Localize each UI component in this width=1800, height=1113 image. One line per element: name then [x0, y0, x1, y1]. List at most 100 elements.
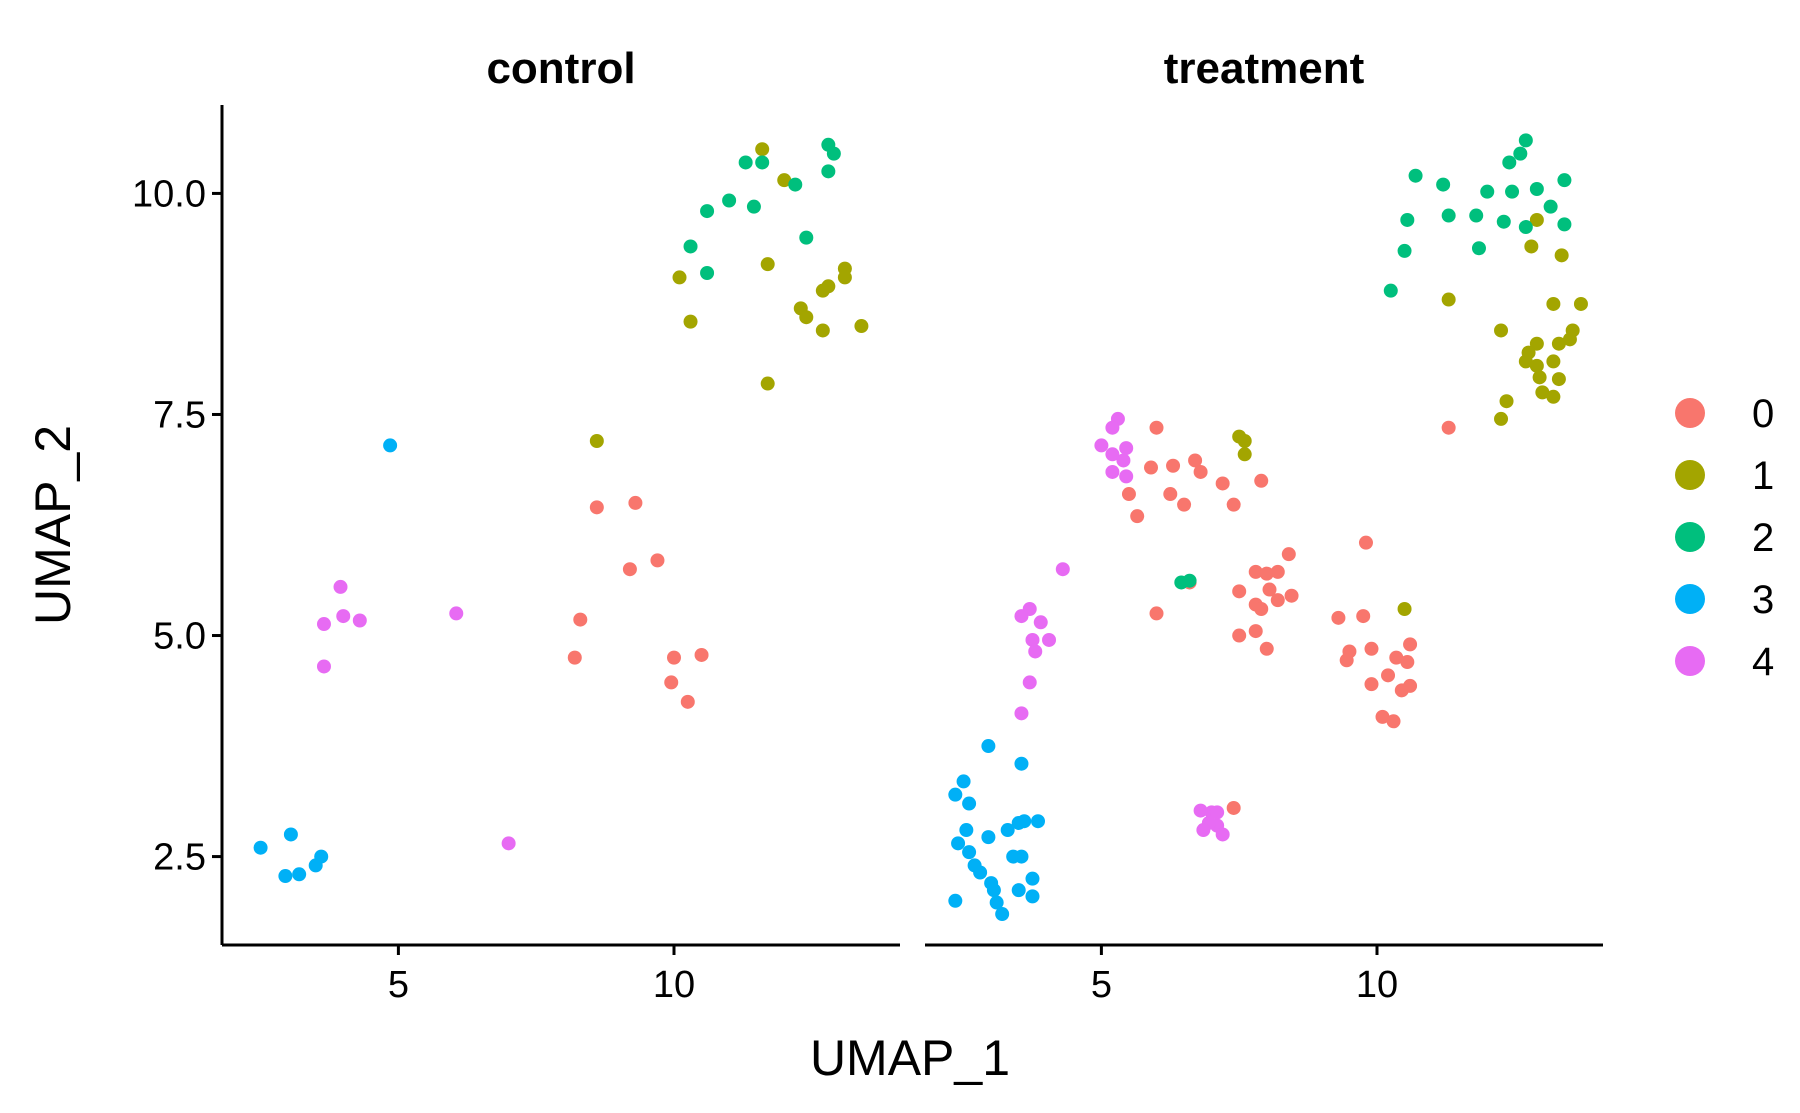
data-point: [788, 177, 803, 192]
data-point: [567, 650, 582, 665]
data-point: [573, 612, 588, 627]
legend-item-0: 0: [1675, 392, 1774, 436]
series-4: [1014, 411, 1230, 842]
data-point: [1144, 460, 1158, 475]
data-point: [1232, 628, 1247, 643]
data-point: [1177, 497, 1192, 512]
data-point: [1270, 564, 1285, 579]
legend-item-4: 4: [1675, 640, 1774, 684]
data-point: [1042, 632, 1057, 647]
series-2: [683, 137, 841, 280]
data-point: [1394, 683, 1409, 698]
series-4: [316, 579, 516, 851]
data-point: [292, 867, 307, 882]
data-point: [1535, 385, 1550, 400]
y-tick-label: 2.5: [153, 837, 206, 879]
data-point: [1518, 354, 1533, 369]
data-point: [1022, 675, 1037, 690]
data-point: [383, 438, 398, 453]
data-point: [1105, 420, 1120, 435]
data-point: [589, 500, 604, 515]
panel-control: control 5 10: [222, 44, 900, 1006]
data-point: [962, 845, 977, 860]
legend-item-2: 2: [1675, 516, 1774, 560]
data-point: [1262, 582, 1277, 597]
data-point: [1149, 606, 1164, 621]
data-point: [1105, 464, 1120, 479]
data-point: [1364, 641, 1379, 656]
data-point: [1529, 358, 1544, 373]
data-point: [1551, 372, 1566, 387]
panel-title: control: [486, 44, 635, 93]
data-point: [1000, 823, 1015, 838]
x-axis-title: UMAP_1: [810, 1030, 1010, 1086]
data-point: [683, 239, 698, 254]
series-0: [567, 495, 709, 709]
data-point: [1232, 584, 1247, 599]
data-point: [1166, 458, 1181, 473]
data-point: [1254, 473, 1269, 488]
data-point: [1331, 610, 1346, 625]
data-point: [995, 907, 1010, 922]
data-point: [1210, 805, 1225, 820]
data-point: [1496, 214, 1511, 229]
data-point: [650, 553, 665, 568]
data-point: [1119, 441, 1134, 456]
data-point: [1215, 827, 1230, 842]
data-point: [1480, 184, 1495, 199]
data-point: [962, 796, 977, 811]
data-point: [1248, 624, 1263, 639]
data-point: [799, 230, 814, 245]
data-point: [1524, 239, 1539, 254]
data-point: [501, 836, 516, 851]
series-3: [948, 739, 1045, 922]
data-point: [1400, 212, 1415, 227]
data-point: [1546, 296, 1561, 311]
data-point: [1403, 637, 1418, 652]
data-point: [1105, 447, 1120, 462]
data-point: [336, 609, 351, 624]
data-point: [449, 606, 464, 621]
data-point: [981, 739, 996, 754]
data-point: [1270, 593, 1285, 608]
panel-title: treatment: [1164, 44, 1365, 93]
data-point: [746, 199, 761, 214]
y-tick-label: 10.0: [132, 173, 206, 215]
facet-panels: 2.5 5.0 7.5 10.0 control 5 10 treatment 5 10: [132, 44, 1603, 1006]
data-point: [664, 675, 679, 690]
data-point: [1116, 453, 1131, 468]
y-tick-label: 5.0: [153, 616, 206, 658]
data-point: [1436, 177, 1451, 192]
data-point: [700, 266, 715, 280]
series-1: [1232, 212, 1588, 616]
data-point: [760, 376, 775, 391]
y-axis: 2.5 5.0 7.5 10.0: [132, 105, 224, 945]
legend-label: 0: [1752, 392, 1774, 436]
data-point: [1031, 814, 1045, 829]
data-point: [1011, 815, 1026, 830]
data-point: [253, 840, 268, 855]
y-axis-title: UMAP_2: [25, 425, 81, 625]
data-point: [589, 434, 604, 448]
data-point: [1573, 296, 1588, 311]
data-point: [973, 865, 988, 880]
data-point: [989, 895, 1004, 910]
data-point: [1149, 420, 1164, 435]
data-point: [1121, 487, 1136, 502]
data-point: [1397, 602, 1412, 616]
data-point: [1494, 323, 1509, 338]
x-tick-label: 5: [388, 964, 409, 1006]
data-point: [1259, 641, 1274, 656]
data-point: [1237, 434, 1252, 448]
data-point: [283, 827, 298, 842]
data-point: [333, 579, 348, 594]
data-point: [1408, 168, 1423, 183]
legend-item-3: 3: [1675, 578, 1774, 622]
data-point: [1505, 184, 1520, 199]
data-point: [1025, 889, 1040, 904]
data-point: [1513, 146, 1528, 161]
data-point: [837, 270, 852, 285]
data-point: [1014, 849, 1029, 864]
data-point: [755, 142, 770, 157]
data-point: [700, 204, 715, 219]
